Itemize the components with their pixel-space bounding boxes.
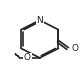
- Text: –: –: [14, 51, 19, 60]
- Text: O: O: [71, 44, 78, 53]
- Text: O: O: [24, 53, 31, 62]
- Text: N: N: [36, 16, 43, 25]
